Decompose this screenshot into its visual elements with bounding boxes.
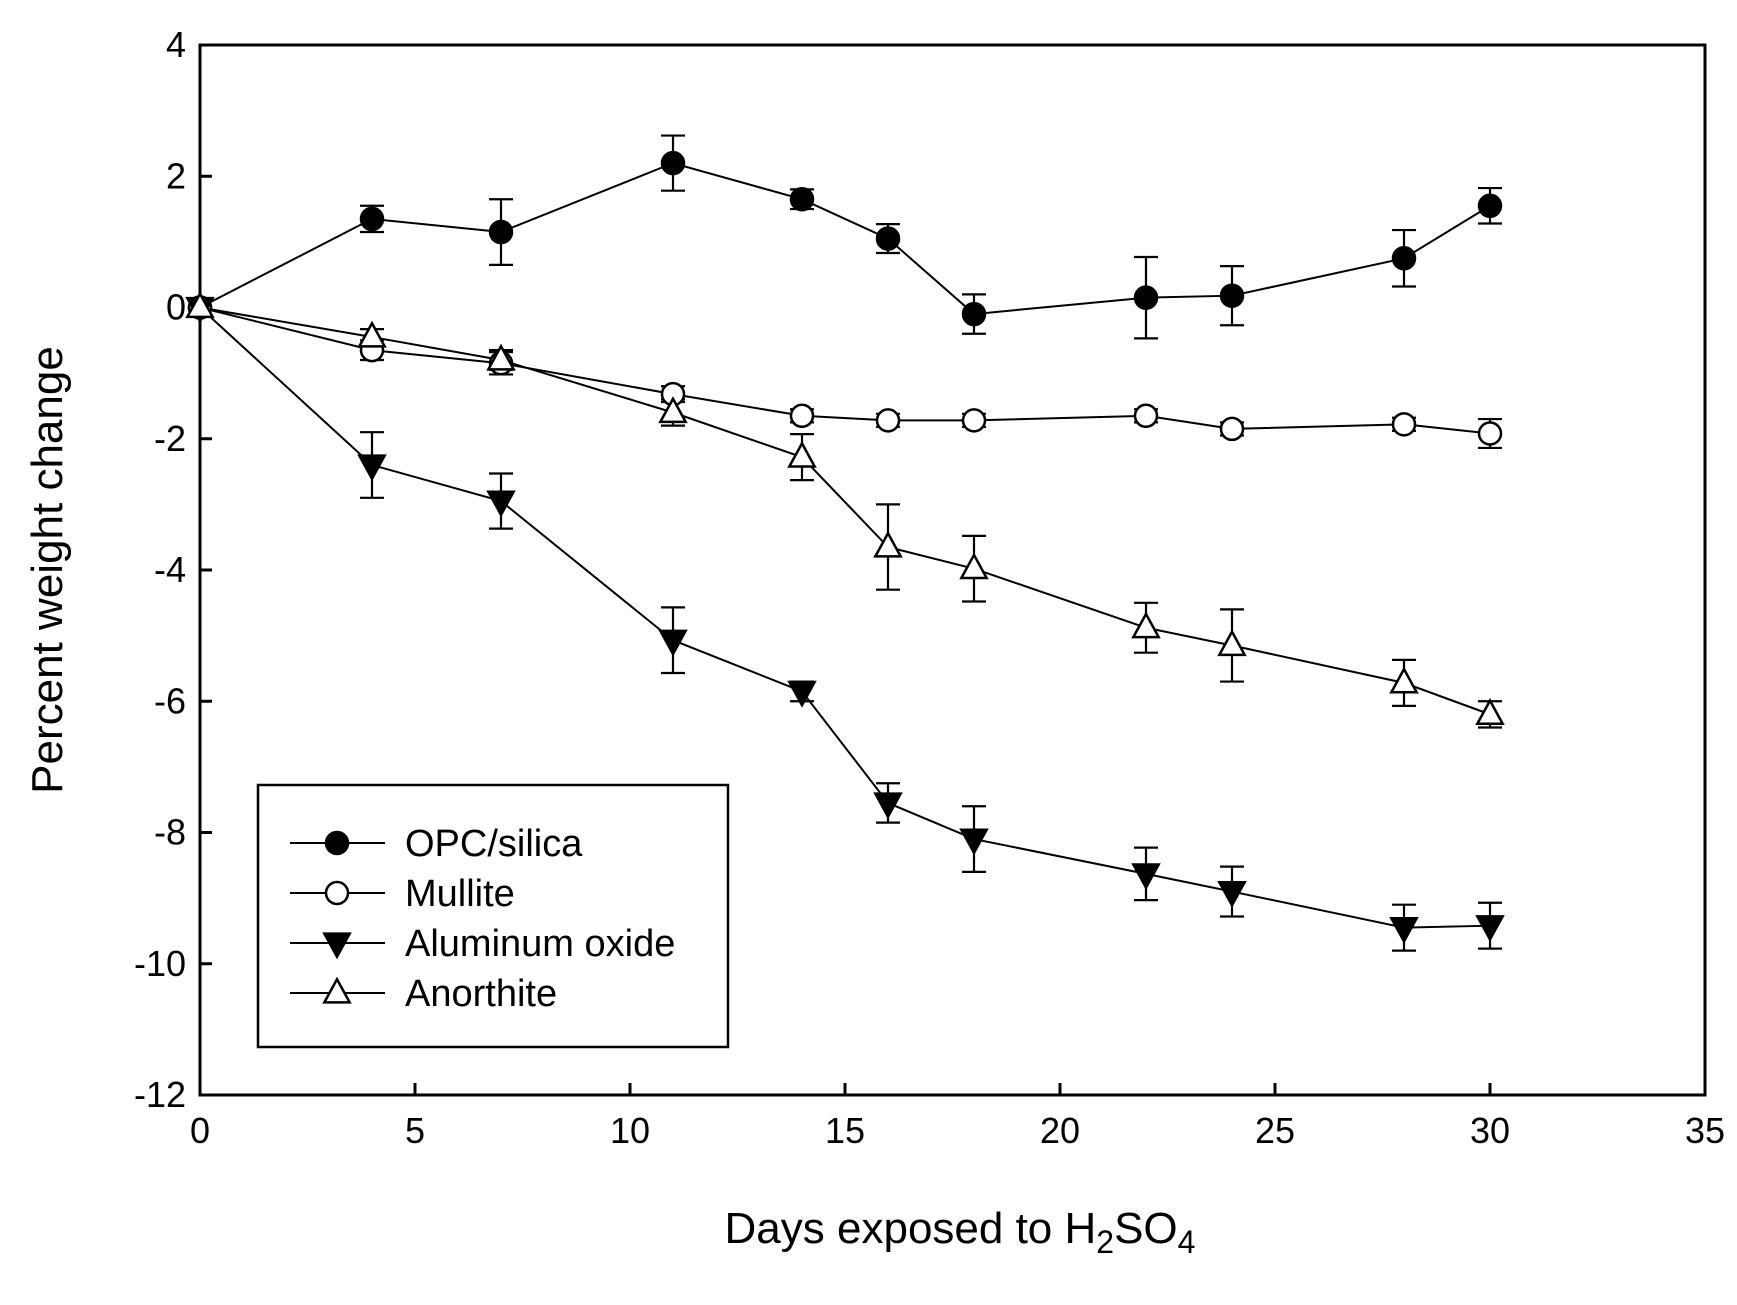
data-point xyxy=(1477,193,1503,219)
data-point xyxy=(1389,917,1419,945)
y-tick-label: -2 xyxy=(154,418,186,459)
y-tick-label: 0 xyxy=(166,287,186,328)
legend-label: Aluminum oxide xyxy=(405,923,675,965)
data-point xyxy=(1389,666,1419,694)
data-point xyxy=(1477,421,1503,446)
series-line xyxy=(199,306,1491,716)
data-point xyxy=(1217,629,1247,657)
y-tick-label: 4 xyxy=(166,24,186,65)
data-point xyxy=(873,792,903,820)
x-axis-title-main: Days exposed to H xyxy=(725,1204,1097,1253)
series-markers-1 xyxy=(187,295,1503,446)
data-point xyxy=(486,343,516,371)
series-markers-0 xyxy=(187,150,1503,327)
legend: OPC/silica Mullite Aluminum oxide Anorthite xyxy=(256,783,730,1049)
data-point xyxy=(787,680,817,708)
data-point xyxy=(959,552,989,580)
data-point xyxy=(789,186,815,212)
legend-marker xyxy=(324,830,350,856)
data-point xyxy=(1217,880,1247,908)
data-point xyxy=(658,396,688,424)
y-tick-label: -6 xyxy=(154,680,186,721)
data-point xyxy=(1131,611,1161,639)
data-point xyxy=(1131,863,1161,891)
x-tick-label: 15 xyxy=(825,1110,865,1151)
data-point xyxy=(488,219,514,245)
x-tick-label: 5 xyxy=(405,1110,425,1151)
data-point xyxy=(660,150,686,176)
data-point xyxy=(1391,412,1417,437)
data-point xyxy=(1133,403,1159,429)
data-point xyxy=(787,440,817,468)
x-tick-label: 0 xyxy=(190,1110,210,1151)
y-tick-label: -12 xyxy=(134,1074,186,1115)
data-point xyxy=(875,226,901,251)
data-point xyxy=(1475,915,1505,943)
x-tick-label: 20 xyxy=(1040,1110,1080,1151)
series-0 xyxy=(199,134,1502,340)
data-point xyxy=(1133,285,1159,310)
legend-label: Mullite xyxy=(405,873,515,915)
legend-marker xyxy=(324,880,350,906)
series-1 xyxy=(199,306,1502,450)
x-tick-label: 35 xyxy=(1685,1110,1725,1151)
x-axis-title-sub2: 4 xyxy=(1178,1224,1196,1260)
series-3 xyxy=(199,306,1502,729)
data-point xyxy=(959,828,989,856)
data-point xyxy=(486,490,516,518)
y-tick-label: -4 xyxy=(154,549,186,590)
legend-label: OPC/silica xyxy=(405,823,583,865)
data-point xyxy=(658,629,688,657)
y-axis-title: Percent weight change xyxy=(23,346,72,794)
x-tick-label: 10 xyxy=(610,1110,650,1151)
legend-label: Anorthite xyxy=(405,973,557,1015)
x-axis-title-mid: SO xyxy=(1114,1204,1178,1253)
data-point xyxy=(359,206,385,232)
data-point xyxy=(1219,416,1245,442)
series-line xyxy=(199,162,1491,316)
data-point xyxy=(1219,283,1245,308)
series-markers-3 xyxy=(185,291,1505,725)
legend-marker xyxy=(322,976,352,1004)
data-point xyxy=(875,408,901,433)
data-point xyxy=(961,408,987,433)
data-point xyxy=(961,301,987,327)
x-axis-title: Days exposed to H2SO4 xyxy=(725,1204,1196,1260)
data-point xyxy=(357,454,387,482)
data-point xyxy=(185,291,215,319)
series-line xyxy=(199,306,1491,435)
data-point xyxy=(1475,698,1505,725)
x-tick-label: 30 xyxy=(1470,1110,1510,1151)
y-tick-label: 2 xyxy=(166,155,186,196)
data-point xyxy=(873,530,903,558)
data-point xyxy=(789,403,815,429)
x-tick-label: 25 xyxy=(1255,1110,1295,1151)
data-point xyxy=(1391,246,1417,271)
legend-marker xyxy=(322,932,352,960)
x-axis-title-sub1: 2 xyxy=(1096,1224,1114,1260)
data-point xyxy=(357,320,387,348)
y-tick-label: -8 xyxy=(154,812,186,853)
series-layer xyxy=(185,134,1505,952)
y-tick-label: -10 xyxy=(134,943,186,984)
